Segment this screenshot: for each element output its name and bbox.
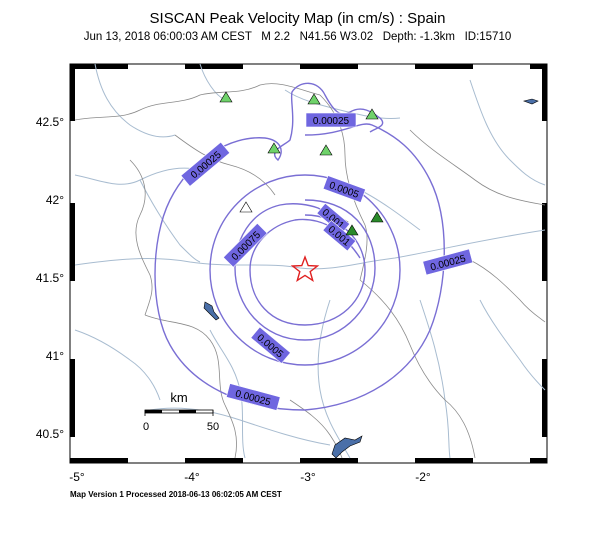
y-tick-label: 41°: [46, 349, 64, 363]
triangle-icon: [307, 93, 321, 105]
province-borders: [74, 83, 546, 459]
scale-min: 0: [143, 421, 149, 433]
triangle-icon: [365, 108, 379, 120]
triangle-icon: [239, 201, 253, 213]
star-icon: [290, 254, 320, 283]
event-location: N41.56 W3.02: [299, 31, 374, 43]
y-tick-labels: 42.5° 42° 41.5° 41° 40.5°: [36, 115, 64, 441]
y-tick-label: 41.5°: [36, 271, 64, 285]
x-tick-label: -4°: [184, 470, 200, 484]
scale-bar: km 0 50: [143, 390, 219, 433]
event-depth: Depth: -1.3km: [382, 31, 455, 43]
x-tick-labels: -5° -4° -3° -2°: [69, 470, 431, 484]
x-tick-label: -3°: [300, 470, 316, 484]
triangle-icon: [370, 211, 384, 223]
y-tick-label: 40.5°: [36, 427, 64, 441]
contour-00075: [234, 199, 376, 341]
x-tick-label: -2°: [415, 470, 431, 484]
triangle-icon: [319, 144, 333, 156]
x-tick-label: -5°: [69, 470, 85, 484]
map-title: SISCAN Peak Velocity Map (in cm/s) : Spa…: [149, 10, 446, 27]
stations: [219, 91, 384, 236]
y-tick-label: 42°: [46, 193, 64, 207]
triangle-icon: [345, 224, 359, 236]
event-magnitude: M 2.2: [261, 31, 291, 43]
velocity-contours: [154, 82, 445, 411]
scale-max: 50: [207, 421, 219, 433]
event-info: Jun 13, 2018 06:00:03 AM CEST M 2.2 N41.…: [0, 31, 595, 43]
event-date: Jun 13, 2018 06:00:03 AM CEST: [83, 31, 252, 43]
contour-label: 0.00025: [305, 112, 357, 128]
contour-0005: [209, 174, 401, 366]
y-tick-label: 42.5°: [36, 115, 64, 129]
scale-unit: km: [170, 390, 187, 405]
triangle-icon: [267, 142, 281, 154]
contour-00025-outer: [154, 82, 445, 411]
event-id: ID:15710: [464, 31, 512, 43]
processing-footer: Map Version 1 Processed 2018-06-13 06:02…: [70, 490, 282, 499]
svg-text:0.00025: 0.00025: [313, 116, 350, 127]
rivers: [74, 63, 546, 459]
triangle-icon: [219, 91, 233, 103]
